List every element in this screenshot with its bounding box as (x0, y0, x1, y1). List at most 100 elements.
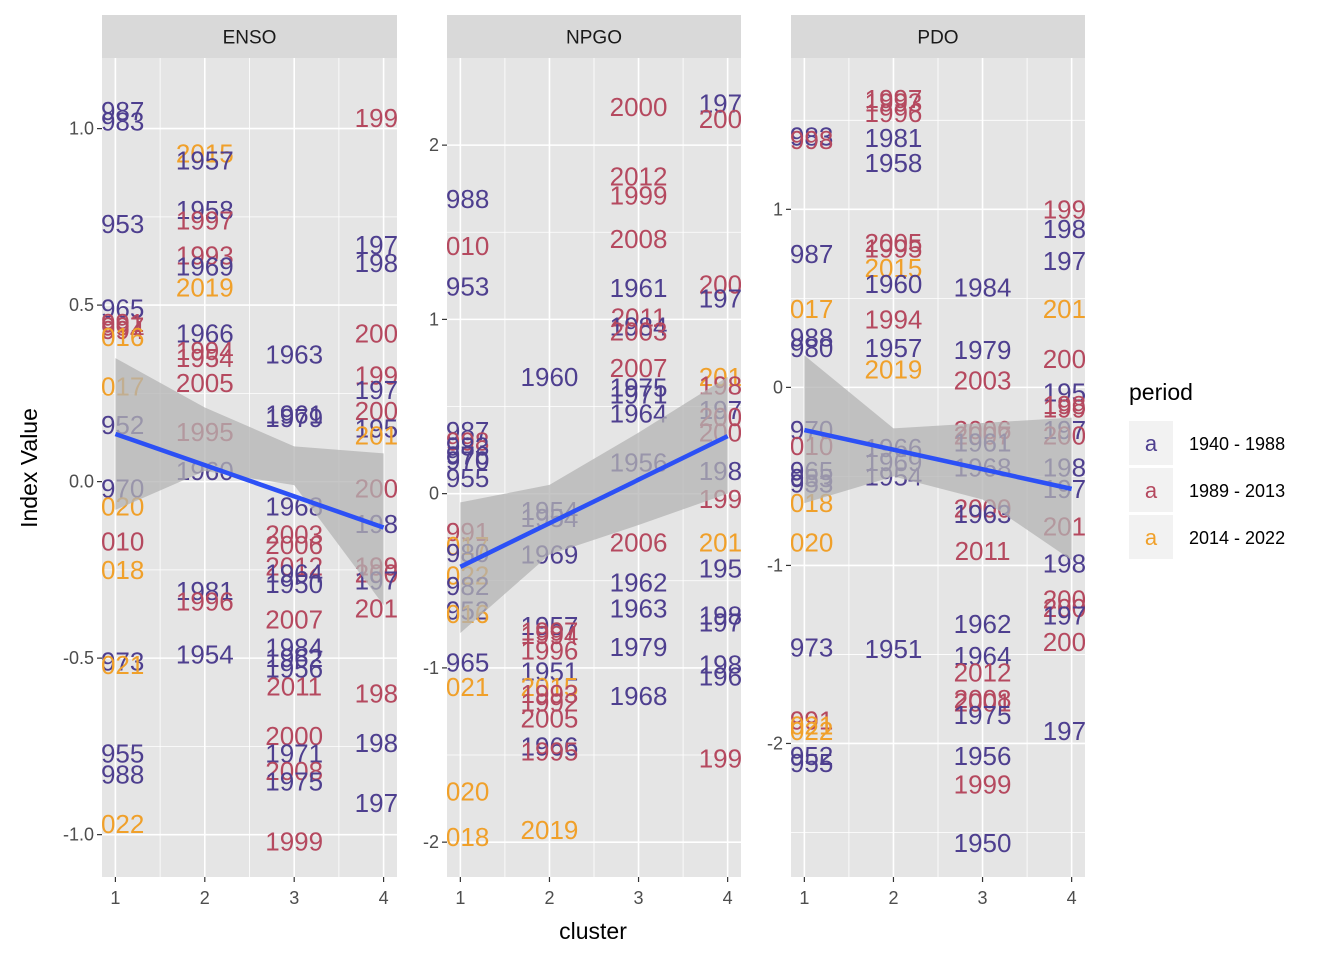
y-tick-label: 0 (773, 377, 783, 397)
data-point-label: 2012 (610, 161, 668, 191)
data-point-label: 1975 (610, 372, 668, 402)
data-point-label: 1957 (521, 611, 579, 641)
data-point-label: 1997 (521, 616, 579, 646)
data-point-label: 1973 (775, 632, 833, 662)
data-point-label: 2019 (176, 272, 234, 302)
data-point-label: 1984 (610, 311, 668, 341)
data-point-label: 1961 (610, 273, 668, 303)
data-point-label: 1955 (86, 738, 144, 768)
data-point-label: 1973 (699, 608, 757, 638)
x-tick-label: 1 (455, 888, 465, 908)
data-point-label: 2020 (431, 777, 489, 807)
data-point-label: 2021 (431, 672, 489, 702)
data-point-label: 2002 (699, 104, 757, 134)
x-tick-label: 1 (799, 888, 809, 908)
facet-panels: ENSO-1.0-0.50.00.51.01 2 3 4198719831953196… (63, 15, 1101, 908)
x-tick-label: 4 (723, 888, 733, 908)
data-point-label: 2017 (775, 294, 833, 324)
y-tick-label: 2 (429, 135, 439, 155)
data-point-label: 1982 (355, 248, 413, 278)
data-point-label: 1976 (431, 440, 489, 470)
legend-key-background (1129, 421, 1173, 465)
legend-key-background (1129, 515, 1173, 559)
y-tick-label: -1.0 (63, 825, 94, 845)
data-point-label: 1959 (699, 554, 757, 584)
data-point-label: 1975 (954, 700, 1012, 730)
data-point-label: 1987 (775, 239, 833, 269)
data-point-label: 2018 (431, 822, 489, 852)
data-point-label: 1986 (355, 728, 413, 758)
data-point-label: 1958 (176, 195, 234, 225)
data-point-label: 1960 (521, 362, 579, 392)
data-point-label: 2021 (775, 711, 833, 741)
data-point-label: 1983 (431, 432, 489, 462)
data-point-label: 1962 (954, 609, 1012, 639)
data-point-label: 2011 (955, 536, 1011, 566)
data-point-label: 2018 (86, 555, 144, 585)
x-tick-label: 2 (200, 888, 210, 908)
data-point-label: 2003 (954, 365, 1012, 395)
data-point-label: 2010 (86, 527, 144, 557)
data-point-label: 1996 (865, 98, 923, 128)
data-point-label: 2013 (355, 594, 413, 624)
data-point-label: 2008 (1043, 593, 1101, 623)
facet-strip-label: ENSO (223, 28, 277, 49)
y-tick-label: 1 (429, 309, 439, 329)
facet-strip (102, 15, 397, 58)
y-tick-label: -2 (767, 733, 783, 753)
data-point-label: 2006 (610, 527, 668, 557)
data-point-label: 1994 (86, 315, 144, 345)
data-point-label: 1989 (1043, 390, 1101, 420)
data-point-label: 1967 (699, 662, 757, 692)
y-tick-label: -2 (423, 832, 439, 852)
legend-item: a 1989 - 2013 (1129, 468, 1285, 512)
data-point-label: 1988 (775, 323, 833, 353)
confidence-ribbon (460, 376, 728, 634)
y-tick-label: 0.5 (69, 295, 94, 315)
data-point-label: 1975 (265, 767, 323, 797)
data-point-label: 1961 (265, 400, 323, 430)
data-point-label: 2000 (265, 721, 323, 751)
data-point-label: 1950 (954, 828, 1012, 858)
data-point-label: 2014 (1043, 294, 1101, 324)
data-point-label: 2010 (431, 231, 489, 261)
data-point-label: 1984 (265, 633, 323, 663)
data-point-label: 2008 (265, 756, 323, 786)
y-tick-label: -0.5 (63, 648, 94, 668)
legend-item: a 2014 - 2022 (1129, 515, 1285, 559)
data-point-label: 1987 (86, 96, 144, 126)
data-point-label: 2021 (86, 650, 144, 680)
facet-strip (791, 15, 1085, 58)
data-point-label: 1979 (954, 335, 1012, 365)
data-point-label: 1954 (176, 640, 234, 670)
y-tick-label: -1 (423, 658, 439, 678)
data-point-label: 1956 (954, 741, 1012, 771)
data-point-label: 1962 (610, 568, 668, 598)
y-axis-title: Index Value (16, 408, 42, 528)
data-point-label: 2022 (775, 716, 833, 746)
x-tick-label: 3 (289, 888, 299, 908)
data-point-label: 1994 (521, 620, 579, 650)
data-point-label: 2002 (355, 318, 413, 348)
data-point-label: 2011 (611, 303, 667, 333)
data-point-label: 1998 (355, 103, 413, 133)
x-tick-label: 4 (379, 888, 389, 908)
data-point-label: 1988 (431, 184, 489, 214)
data-point-label: 2015 (521, 672, 579, 702)
data-point-label: 2003 (265, 520, 323, 550)
legend: period a 1940 - 1988 a 1989 - 2013 a 2014 - 20… (1129, 379, 1285, 559)
data-point-label: 1997 (176, 205, 234, 235)
data-point-label: 2000 (610, 92, 668, 122)
data-point-label: 2007 (265, 604, 323, 634)
data-point-label: 1954 (176, 343, 234, 373)
data-point-label: 1999 (265, 827, 323, 857)
data-point-label: 2013 (699, 527, 757, 557)
data-point-label: 1951 (521, 656, 579, 686)
data-point-label: 1960 (865, 269, 923, 299)
trend-line (803, 427, 1073, 492)
legend-key-glyph: a (1145, 431, 1158, 456)
data-point-label: 2003 (610, 317, 668, 347)
